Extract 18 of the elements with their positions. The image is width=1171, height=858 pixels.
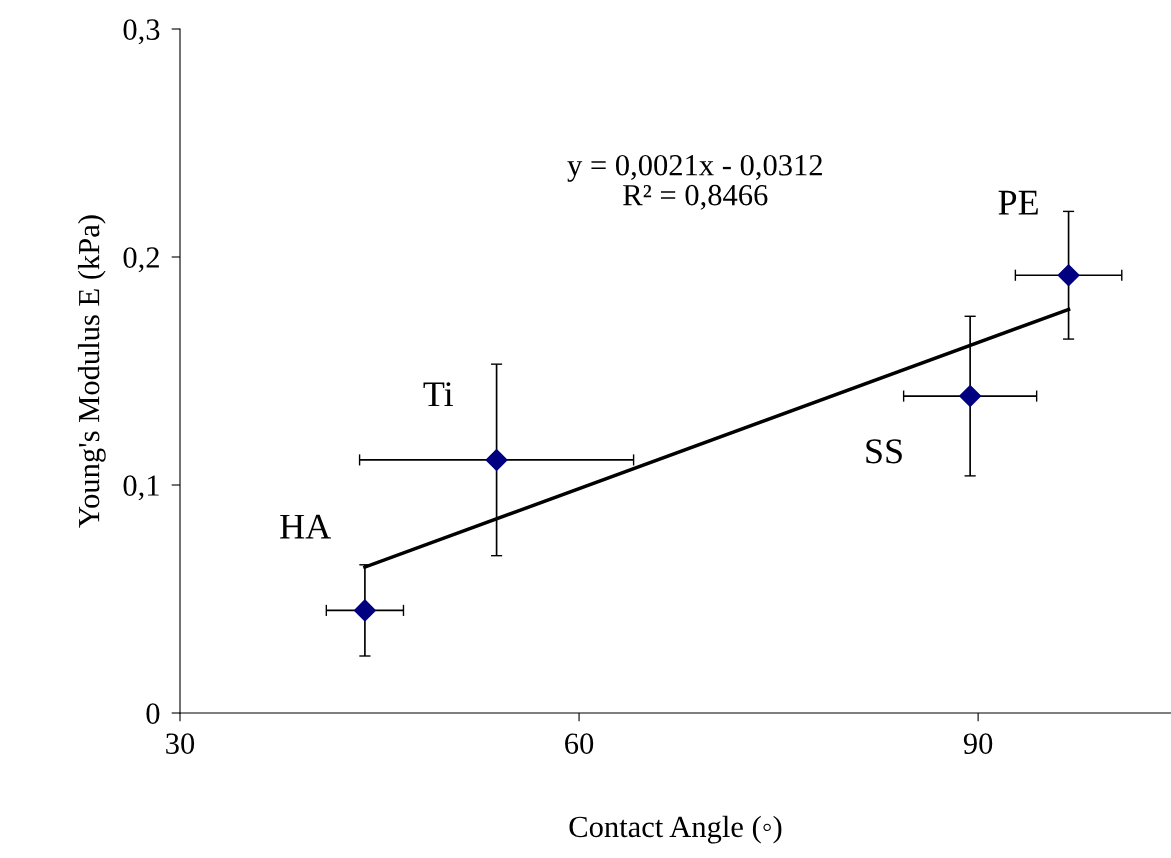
y-axis-title: Young's Modulus E (kPa) xyxy=(77,215,106,528)
y-tick-label: 0 xyxy=(146,703,160,724)
point xyxy=(485,448,508,471)
y-tick-label: 0,2 xyxy=(123,247,159,273)
annotation: HA xyxy=(280,514,331,539)
point xyxy=(1057,264,1080,287)
x-tick-label: 30 xyxy=(166,733,195,754)
point xyxy=(959,385,982,408)
x-tick-label: 90 xyxy=(963,733,993,754)
x-axis-title: Contact Angle (◦) xyxy=(569,815,782,844)
y-tick-label: 0,3 xyxy=(123,19,160,45)
annotation: Ti xyxy=(423,382,453,407)
point xyxy=(353,599,376,622)
y-tick-label: 0,1 xyxy=(123,475,159,501)
x-tick-label: 60 xyxy=(565,733,594,754)
annotation: SS xyxy=(866,439,902,464)
annotation: PE xyxy=(998,190,1038,215)
annotation: y = 0,0021x - 0,0312 R² = 0,8466 xyxy=(567,154,822,210)
